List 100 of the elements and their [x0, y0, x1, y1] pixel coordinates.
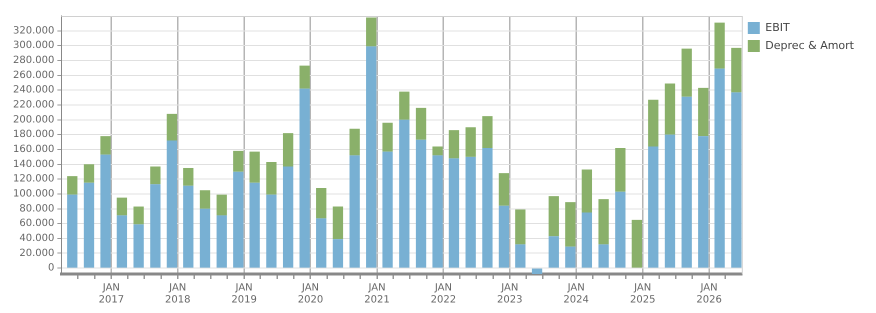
bar [166, 114, 178, 141]
bar [216, 194, 227, 216]
y-tick-label: 120.000 [12, 174, 54, 185]
bar [100, 154, 111, 268]
bar [731, 48, 742, 92]
bar [350, 155, 360, 268]
bar [714, 68, 725, 268]
bar [150, 166, 161, 184]
bar [432, 155, 443, 268]
x-tick-label: JAN 2019 [231, 282, 257, 306]
bar [615, 192, 626, 268]
x-tick-label: JAN 2022 [430, 282, 456, 306]
bar [249, 152, 260, 183]
y-tick-label: 160.000 [12, 144, 54, 156]
bar [366, 46, 376, 268]
bar [466, 127, 476, 157]
legend-label: EBIT [765, 20, 790, 34]
bar [548, 196, 559, 236]
bar [67, 194, 78, 268]
bar [682, 48, 692, 97]
bar [682, 96, 692, 268]
bar [548, 236, 559, 268]
bar [648, 146, 658, 268]
y-tick-label: 260.000 [12, 70, 54, 81]
bar [133, 224, 144, 268]
bar [416, 140, 426, 268]
bar [200, 190, 210, 209]
x-tick-label: JAN 2023 [497, 282, 523, 306]
bar [565, 246, 576, 268]
bar [432, 146, 443, 156]
bar [515, 244, 526, 268]
bar [282, 133, 294, 166]
bar [582, 169, 592, 212]
bar [399, 92, 410, 120]
x-tick-label: JAN 2018 [165, 282, 190, 306]
bar [216, 215, 227, 268]
x-tick-label: JAN 2026 [696, 282, 722, 306]
y-tick-label: 280.000 [12, 55, 54, 66]
bar [698, 136, 708, 268]
y-tick-label: 220.000 [12, 100, 54, 111]
bar [200, 208, 210, 268]
y-tick-label: 0 [48, 262, 54, 274]
bar [300, 88, 310, 268]
y-tick-label: 180.000 [12, 129, 54, 140]
bar [399, 120, 410, 268]
bar [233, 172, 244, 268]
bar [183, 168, 194, 186]
bar [448, 130, 460, 158]
y-tick-label: 200.000 [12, 114, 54, 126]
bar [648, 100, 658, 146]
bar [249, 182, 260, 268]
bar [282, 166, 294, 268]
bar [416, 108, 426, 140]
bar [731, 92, 742, 268]
bar [598, 199, 609, 244]
bar [67, 176, 78, 195]
x-tick-label: JAN 2025 [630, 282, 656, 306]
bar [183, 186, 194, 268]
bar [482, 148, 493, 268]
bar [714, 22, 725, 69]
y-tick-label: 60.000 [19, 218, 54, 230]
legend-label: Deprec & Amort [765, 38, 855, 52]
x-tick-label: JAN 2017 [98, 282, 124, 306]
bar [116, 215, 128, 268]
bar [316, 218, 326, 268]
bar [116, 198, 128, 216]
x-tick-label: JAN 2021 [364, 282, 390, 306]
bar [316, 188, 326, 218]
bar [233, 150, 244, 172]
bar [332, 239, 344, 268]
bar [382, 122, 393, 152]
bar [300, 66, 310, 89]
x-tick-label: JAN 2020 [298, 282, 324, 306]
y-tick-label: 320.000 [12, 25, 54, 36]
bar [166, 140, 178, 268]
y-tick-label: 100.000 [12, 188, 54, 200]
bar [266, 162, 277, 195]
bar [150, 184, 161, 268]
bar [565, 202, 576, 247]
y-tick-label: 240.000 [12, 84, 54, 96]
bar [382, 152, 393, 268]
y-tick-label: 40.000 [19, 233, 54, 244]
bar [133, 206, 144, 224]
y-tick-label: 80.000 [19, 203, 54, 214]
bar [332, 206, 344, 240]
bar [598, 244, 609, 268]
bar [532, 268, 542, 274]
bar [582, 212, 592, 268]
bar [84, 182, 94, 268]
bar [482, 116, 493, 148]
bar [448, 158, 460, 268]
bar [515, 210, 526, 244]
y-tick-label: 20.000 [19, 248, 54, 259]
bar [615, 148, 626, 192]
y-tick-label: 140.000 [12, 158, 54, 170]
bar [84, 164, 94, 183]
bar [698, 88, 708, 136]
bar [350, 128, 360, 156]
bar [466, 156, 476, 268]
bar [664, 83, 676, 135]
